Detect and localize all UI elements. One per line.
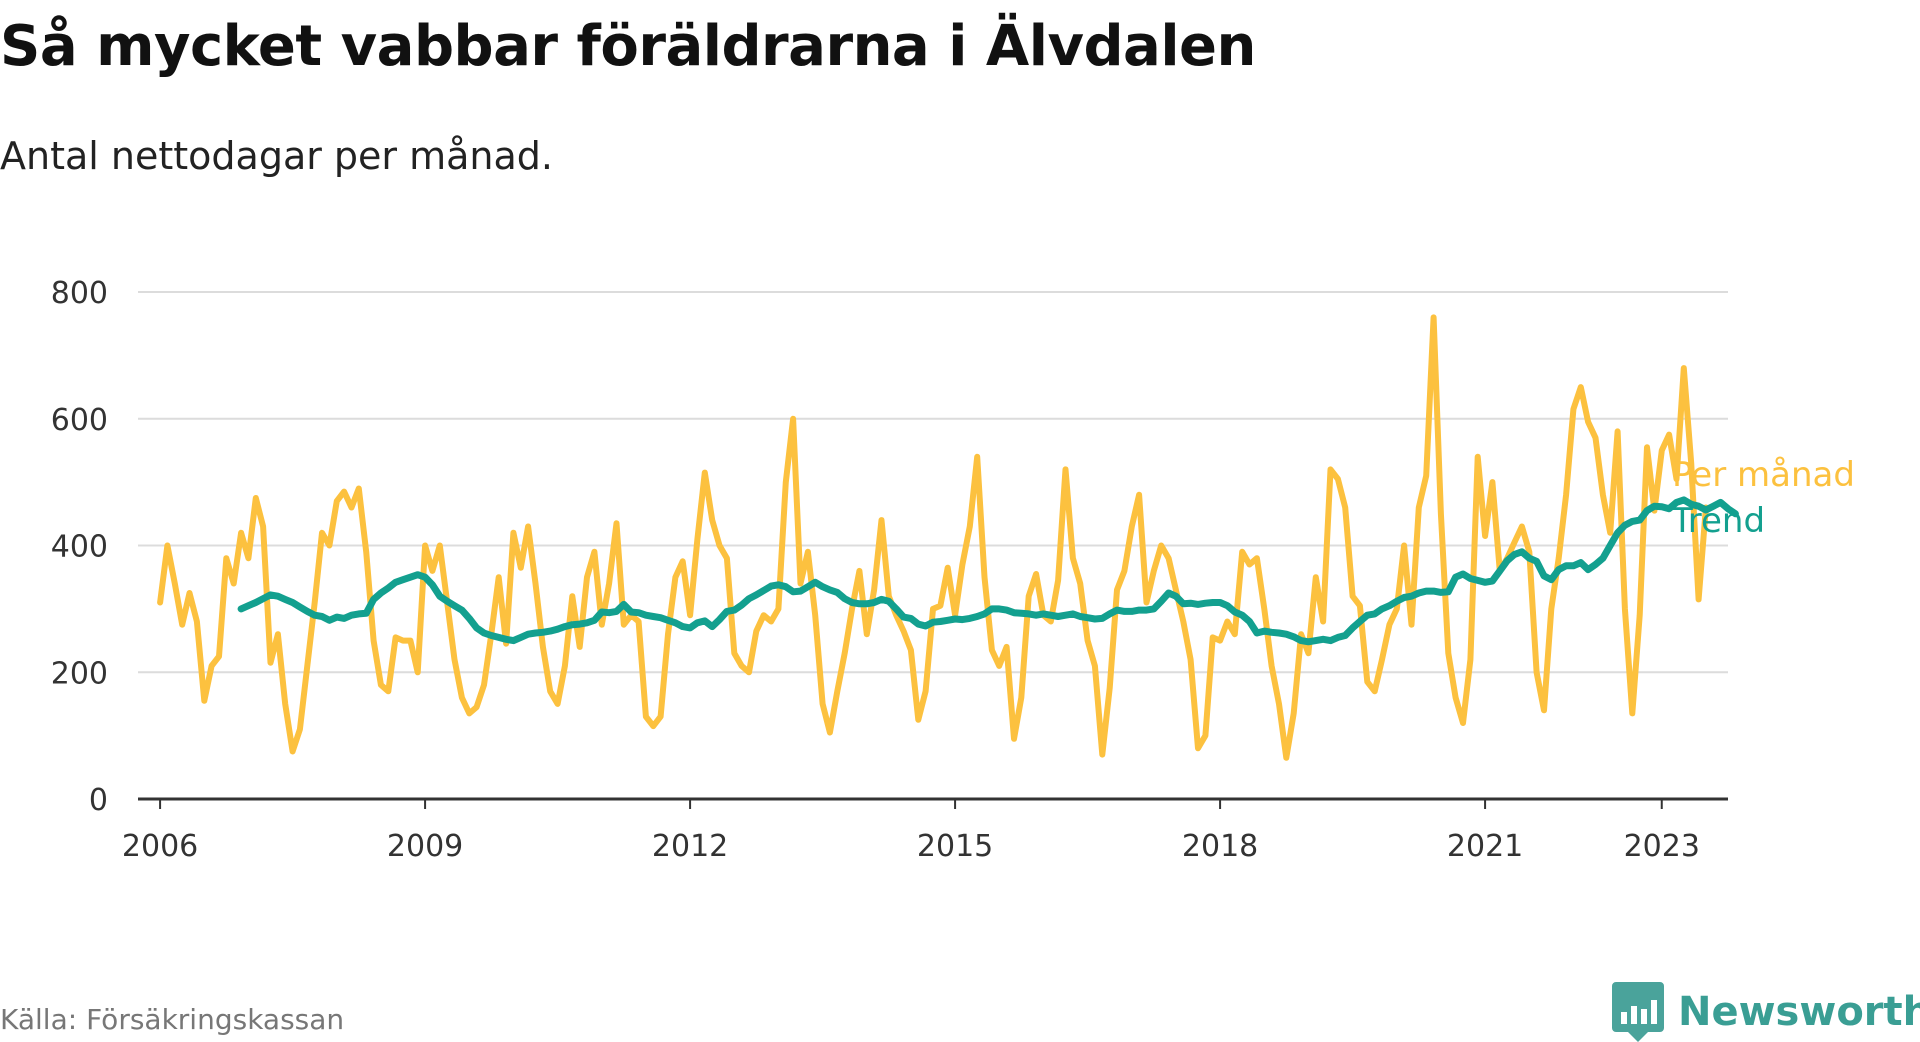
series-label-per-manad: Per månad	[1672, 455, 1855, 495]
series-labels: Per månad Trend	[1671, 455, 1855, 541]
y-tick-label: 200	[51, 656, 108, 691]
x-axis-tick-labels: 2006 2009 2012 2015 2018 2021 2023	[122, 829, 1700, 864]
brand-logo: Newsworthy	[1612, 982, 1920, 1042]
chart-title: Så mycket vabbar föräldrarna i Älvdalen	[0, 14, 1256, 79]
y-tick-label: 800	[51, 276, 108, 311]
series-line-per-manad	[157, 314, 1709, 761]
source-note: Källa: Försäkringskassan	[0, 1003, 345, 1036]
y-tick-label: 400	[51, 530, 108, 565]
x-tick-label: 2023	[1624, 829, 1700, 864]
newsworthy-logo-icon	[1612, 982, 1664, 1042]
series	[157, 314, 1739, 761]
series-label-trend: Trend	[1671, 501, 1765, 541]
gridlines	[138, 291, 1728, 674]
y-tick-label: 600	[51, 403, 108, 438]
y-axis-tick-labels: 0 200 400 600 800	[51, 276, 108, 818]
x-tick-label: 2009	[387, 829, 463, 864]
x-tick-label: 2018	[1182, 829, 1258, 864]
x-tick-label: 2012	[652, 829, 728, 864]
chart-subtitle: Antal nettodagar per månad.	[0, 134, 554, 178]
brand-name: Newsworthy	[1678, 989, 1920, 1035]
x-tick-label: 2015	[917, 829, 993, 864]
x-tick-label: 2006	[122, 829, 198, 864]
x-axis	[138, 797, 1728, 809]
series-line-trend	[237, 496, 1739, 646]
x-tick-label: 2021	[1447, 829, 1523, 864]
y-tick-label: 0	[89, 783, 108, 818]
